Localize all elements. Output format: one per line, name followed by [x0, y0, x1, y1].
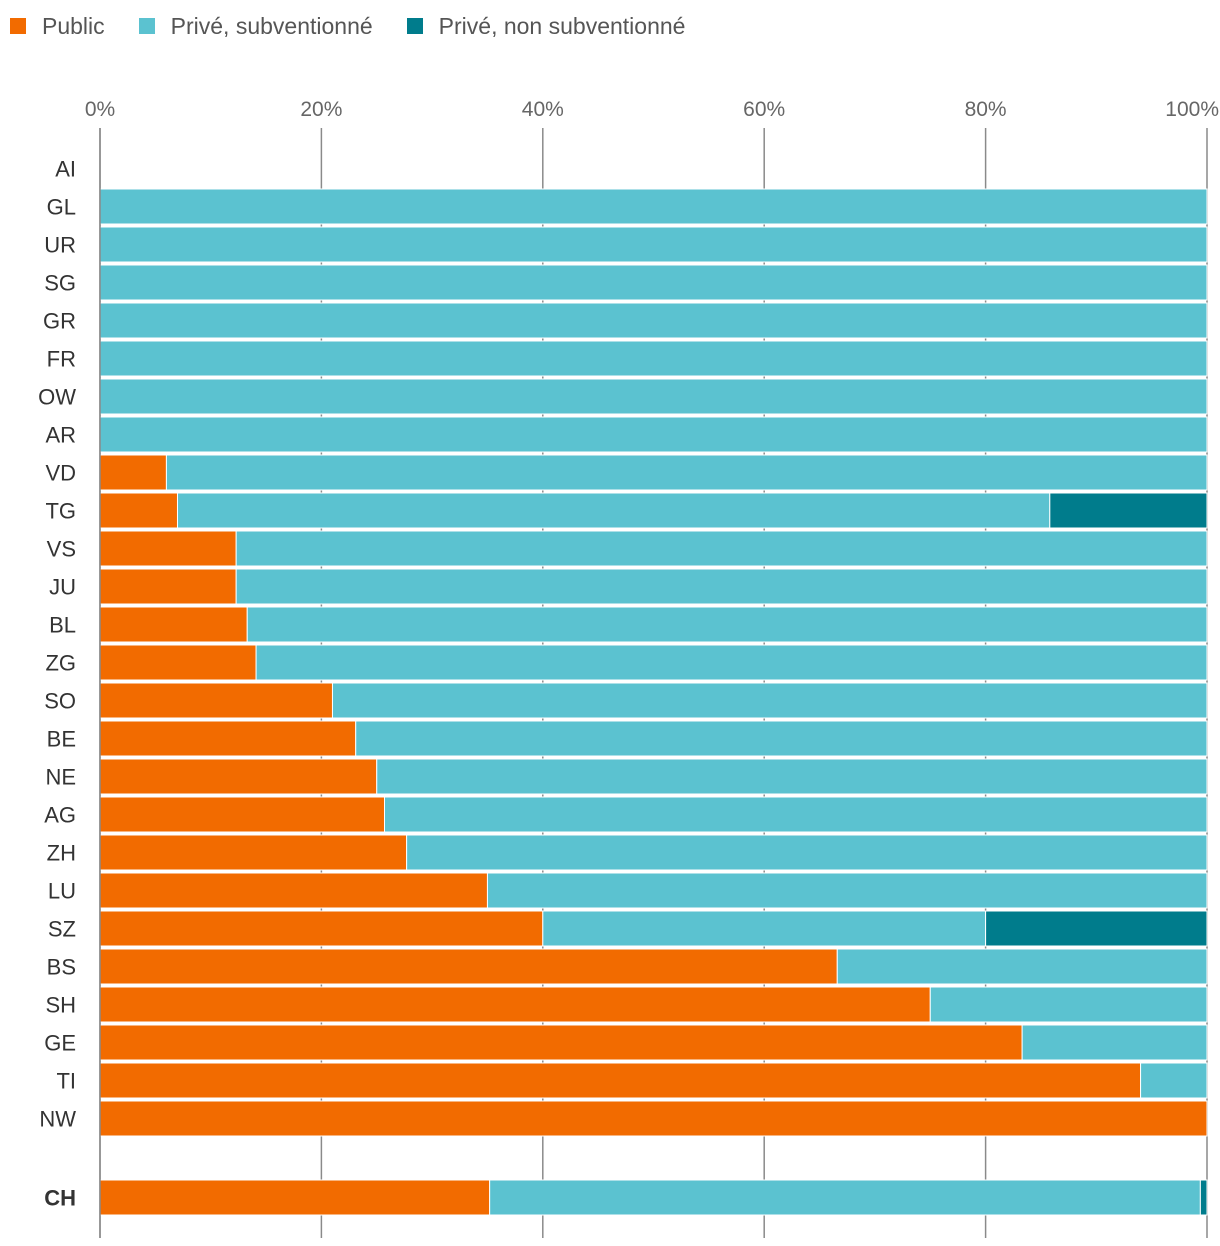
category-label-lu: LU [48, 879, 76, 904]
bar-vd-prive-subventionne [165, 454, 1208, 491]
category-label-ch: CH [44, 1186, 76, 1211]
legend-label-prive-subventionne: Privé, subventionné [170, 12, 373, 39]
legend: Public Privé, subventionné Privé, non su… [10, 10, 719, 42]
bar-bs-prive-subventionne [836, 948, 1208, 985]
bar-ag-prive-subventionne [383, 796, 1208, 833]
category-label-gr: GR [43, 309, 76, 334]
bar-sz-prive-non-subventionne [985, 910, 1208, 947]
legend-swatch-prive-subventionne [138, 18, 155, 34]
category-label-sh: SH [45, 993, 76, 1018]
category-label-ai: AI [55, 157, 76, 182]
bar-sz-public [99, 910, 544, 947]
bar-sz-prive-subventionne [542, 910, 987, 947]
category-label-so: SO [44, 689, 76, 714]
category-label-be: BE [47, 727, 76, 752]
legend-label-prive-non-subventionne: Privé, non subventionné [438, 12, 686, 39]
category-label-sg: SG [44, 271, 76, 296]
x-tick-label: 60% [743, 98, 785, 121]
bar-sg-prive-subventionne [99, 264, 1208, 301]
x-tick-label: 40% [522, 98, 564, 121]
bar-ti-prive-subventionne [1140, 1062, 1208, 1099]
legend-swatch-public [10, 18, 26, 34]
bar-bl-public [99, 606, 248, 643]
category-label-ne: NE [45, 765, 76, 790]
bar-gr-prive-subventionne [99, 302, 1208, 339]
bar-bs-public [99, 948, 838, 985]
bar-ch-prive-non-subventionne [1199, 1179, 1208, 1216]
category-label-zg: ZG [45, 651, 76, 676]
bar-so-prive-subventionne [331, 682, 1208, 719]
legend-item-public[interactable]: Public [10, 13, 105, 40]
bar-so-public [99, 682, 333, 719]
bar-sh-public [99, 986, 931, 1023]
legend-item-prive-subventionne[interactable]: Privé, subventionné [138, 12, 373, 40]
x-tick-label: 0% [85, 98, 115, 121]
category-label-sz: SZ [48, 917, 76, 942]
category-label-vs: VS [47, 537, 76, 562]
bar-tg-public [99, 492, 178, 529]
bar-nw-public [99, 1100, 1208, 1137]
category-label-ar: AR [45, 423, 76, 448]
category-label-ge: GE [44, 1031, 76, 1056]
bar-ch-prive-subventionne [489, 1179, 1201, 1216]
bar-fr-prive-subventionne [99, 340, 1208, 377]
bar-ch-public [99, 1179, 491, 1216]
bar-zh-prive-subventionne [406, 834, 1208, 871]
category-label-gl: GL [47, 195, 76, 220]
legend-swatch-prive-non-subventionne [406, 18, 423, 34]
category-label-bl: BL [49, 613, 76, 638]
bar-vd-public [99, 454, 167, 491]
x-tick-label: 20% [300, 98, 342, 121]
bar-vs-public [99, 530, 237, 567]
bar-ag-public [99, 796, 385, 833]
bar-ju-prive-subventionne [235, 568, 1208, 605]
bar-ge-public [99, 1024, 1023, 1061]
bar-be-prive-subventionne [355, 720, 1208, 757]
category-label-ow: OW [38, 385, 76, 410]
bar-be-public [99, 720, 357, 757]
bar-ar-prive-subventionne [99, 416, 1208, 453]
bar-zg-prive-subventionne [255, 644, 1208, 681]
bar-ju-public [99, 568, 237, 605]
bar-lu-prive-subventionne [486, 872, 1208, 909]
bar-ow-prive-subventionne [99, 378, 1208, 415]
x-tick-label: 100% [1165, 98, 1219, 121]
bar-zg-public [99, 644, 257, 681]
bar-gl-prive-subventionne [99, 188, 1208, 225]
category-label-zh: ZH [47, 841, 76, 866]
legend-item-prive-non-subventionne[interactable]: Privé, non subventionné [406, 12, 686, 40]
category-label-ag: AG [44, 803, 76, 828]
bar-tg-prive-subventionne [176, 492, 1051, 529]
bar-lu-public [99, 872, 488, 909]
bar-ne-prive-subventionne [376, 758, 1208, 795]
bar-vs-prive-subventionne [235, 530, 1208, 567]
legend-label-public: Public [42, 12, 105, 39]
bar-ti-public [99, 1062, 1142, 1099]
bar-ne-public [99, 758, 378, 795]
bar-tg-prive-non-subventionne [1049, 492, 1208, 529]
bar-bl-prive-subventionne [246, 606, 1208, 643]
category-label-fr: FR [47, 347, 76, 372]
bar-ur-prive-subventionne [99, 226, 1208, 263]
category-label-ur: UR [44, 233, 76, 258]
category-label-ju: JU [49, 575, 76, 600]
category-label-ti: TI [56, 1069, 76, 1094]
category-label-bs: BS [47, 955, 76, 980]
category-label-tg: TG [45, 499, 76, 524]
category-label-nw: NW [39, 1107, 76, 1132]
bar-zh-public [99, 834, 408, 871]
x-tick-label: 80% [965, 98, 1007, 121]
bar-sh-prive-subventionne [929, 986, 1208, 1023]
bar-ge-prive-subventionne [1021, 1024, 1208, 1061]
category-label-vd: VD [45, 461, 76, 486]
